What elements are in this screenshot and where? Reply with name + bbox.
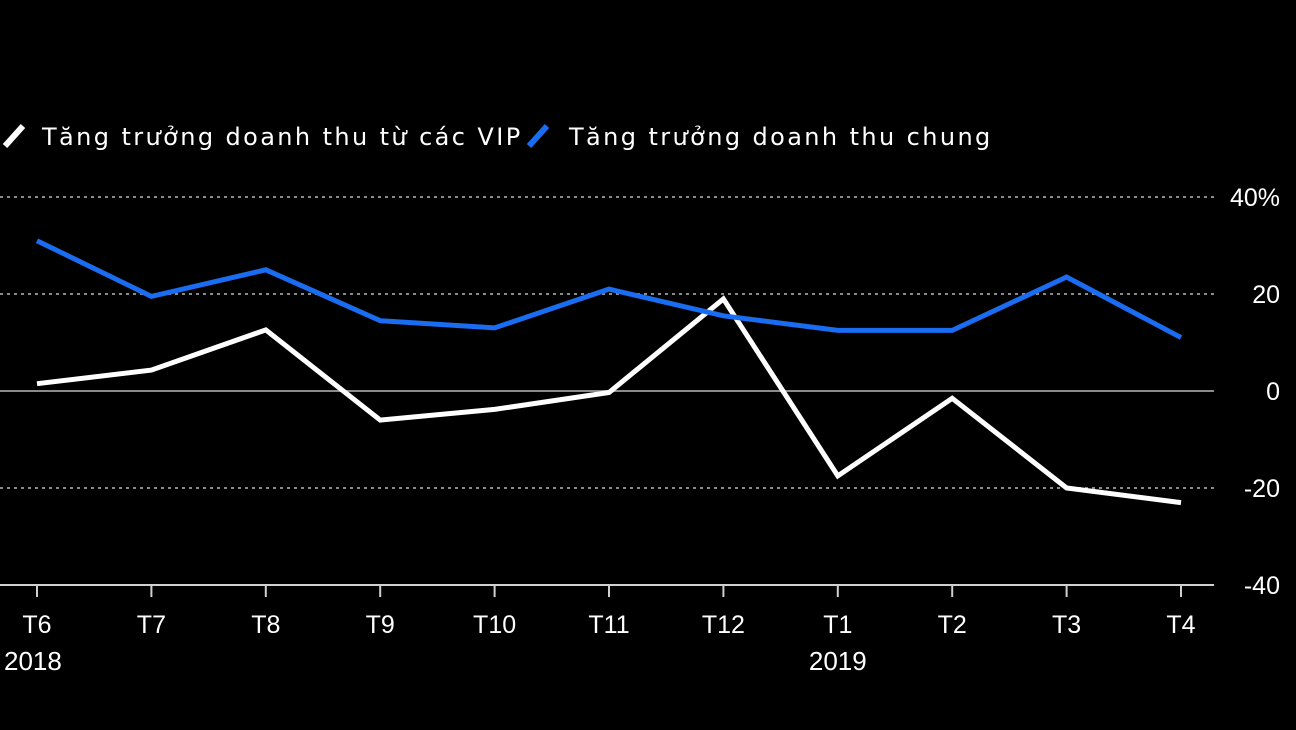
series-line-vip bbox=[36, 295, 1182, 506]
legend-entry-overall: Tăng trưởng doanh thu chung bbox=[526, 123, 993, 151]
x-tick-label: T9 bbox=[366, 611, 395, 639]
series-line-overall bbox=[35, 238, 1183, 340]
x-axis-ticks: T6 T7 T8 T9 T10 T11 T12 T1 T2 T3 T4 2018 2019 bbox=[4, 611, 1196, 676]
year-label: 2018 bbox=[4, 646, 62, 676]
gridlines bbox=[0, 196, 1214, 489]
x-tick-label: T8 bbox=[251, 611, 280, 639]
y-tick-label: -20 bbox=[1244, 475, 1280, 503]
x-tick-label: T7 bbox=[137, 611, 166, 639]
x-tick-label: T1 bbox=[823, 611, 852, 639]
y-tick-label: 0 bbox=[1266, 378, 1280, 406]
x-tick-label: T2 bbox=[938, 611, 967, 639]
x-tick-label: T3 bbox=[1052, 611, 1081, 639]
x-tick-label: T10 bbox=[473, 611, 516, 639]
series-lines bbox=[35, 238, 1183, 506]
legend-entry-vip: Tăng trưởng doanh thu từ các VIP bbox=[2, 123, 523, 151]
x-tick-label: T12 bbox=[702, 611, 745, 639]
x-tick-label: T6 bbox=[22, 611, 51, 639]
x-tick-label: T4 bbox=[1166, 611, 1195, 639]
legend-label-overall: Tăng trưởng doanh thu chung bbox=[568, 123, 993, 151]
x-tick-label: T11 bbox=[588, 611, 629, 639]
y-tick-label: -40 bbox=[1244, 572, 1280, 600]
y-tick-label: 20 bbox=[1252, 281, 1280, 309]
legend-label-vip: Tăng trưởng doanh thu từ các VIP bbox=[41, 123, 523, 151]
legend: Tăng trưởng doanh thu từ các VIP Tăng tr… bbox=[2, 123, 993, 151]
legend-swatch-overall bbox=[526, 123, 550, 149]
legend-swatch-vip bbox=[2, 123, 26, 149]
year-label: 2019 bbox=[809, 646, 867, 676]
y-tick-label: 40% bbox=[1230, 184, 1280, 212]
x-axis bbox=[0, 584, 1214, 597]
y-axis-ticks: -40 -20 0 20 40% bbox=[1230, 184, 1280, 600]
